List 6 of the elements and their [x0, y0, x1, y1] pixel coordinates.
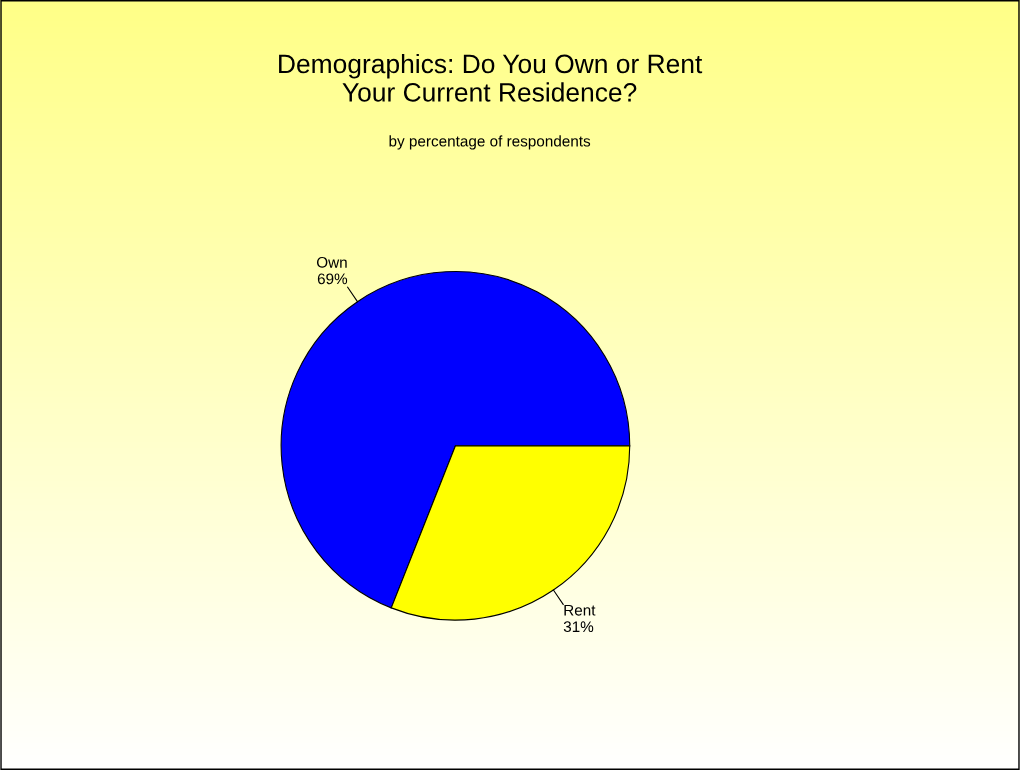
- chart-title: Demographics: Do You Own or Rent Your Current Residence?: [279, 53, 703, 102]
- data-label: 69%: [317, 273, 348, 285]
- slice-label: Own: [316, 256, 347, 268]
- chart-subtitle: by percentage of respondents: [389, 135, 591, 150]
- slice-label: Rent: [564, 604, 596, 616]
- data-label: 31%: [563, 621, 594, 633]
